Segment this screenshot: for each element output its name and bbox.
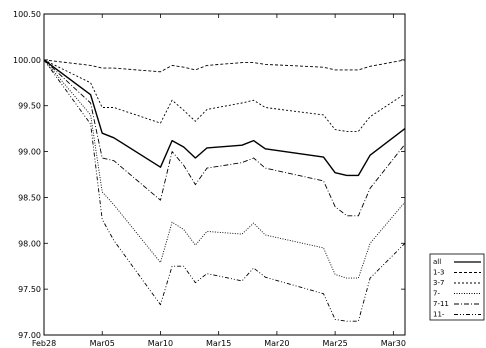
plot-frame: [43, 13, 406, 336]
y-tick-label: 98.00: [18, 239, 41, 248]
y-tick-label: 100.50: [13, 10, 41, 19]
series-layer: [43, 59, 406, 322]
legend-label: 3-7: [433, 279, 444, 287]
legend-label: 11-: [433, 311, 445, 319]
series-line-3-7: [43, 59, 406, 132]
y-tick-label: 99.00: [18, 148, 41, 157]
legend-box: [429, 253, 485, 321]
x-tick-label: Mar15: [206, 339, 231, 348]
y-tick-label: 99.50: [18, 102, 41, 111]
y-tick-label: 98.50: [18, 193, 41, 202]
legend-label: 7-: [433, 290, 440, 298]
legend: all 1-3 3-7 7- 7-11 11-: [429, 253, 485, 321]
series-line-all: [43, 59, 406, 177]
legend-label: 1-3: [433, 269, 444, 277]
y-tick-label: 100.00: [13, 56, 41, 65]
x-tick-label: Mar30: [381, 339, 406, 348]
series-line-1-3: [43, 59, 406, 73]
x-tick-label: Feb28: [32, 339, 56, 348]
x-tick-label: Mar05: [90, 339, 115, 348]
y-tick-label: 97.00: [18, 331, 41, 340]
x-tick-label: Mar20: [264, 339, 289, 348]
series-line-7-: [43, 59, 406, 279]
x-tick-label: Mar10: [148, 339, 173, 348]
legend-label: 7-11: [433, 300, 449, 308]
legend-label: all: [433, 258, 441, 266]
y-tick-label: 97.50: [18, 285, 41, 294]
series-line-7-11: [43, 59, 406, 217]
axes: 97.00 97.50 98.00 98.50 99.00 99.50 100.00 100.…: [13, 10, 406, 348]
series-line-11-: [43, 59, 406, 322]
x-tick-label: Mar25: [322, 339, 347, 348]
